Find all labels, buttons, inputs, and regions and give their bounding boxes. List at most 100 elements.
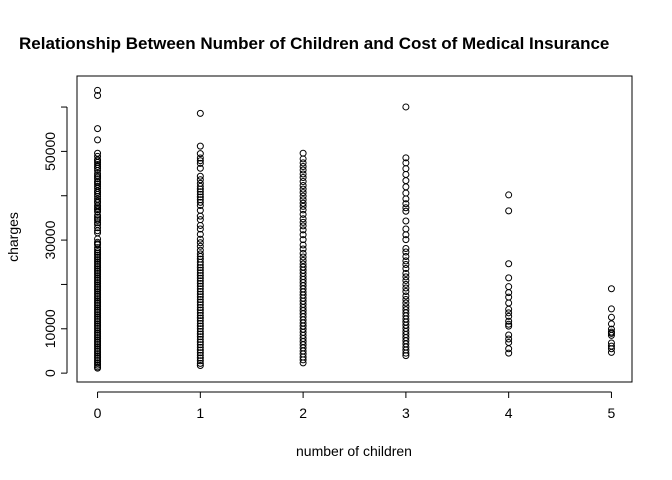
data-point (196, 164, 204, 172)
data-point (607, 313, 615, 321)
data-point (196, 266, 204, 274)
chart-title: Relationship Between Number of Children … (19, 34, 609, 53)
x-tick-label: 3 (402, 405, 410, 421)
data-point (299, 202, 307, 210)
x-axis: 0 1 2 3 4 5 (94, 391, 616, 421)
data-point (299, 199, 307, 207)
data-point (607, 345, 615, 353)
data-point (402, 236, 410, 244)
data-point (196, 357, 204, 365)
data-point (196, 250, 204, 258)
x-axis-label: number of children (296, 443, 412, 459)
data-point (196, 277, 204, 285)
data-point (196, 198, 204, 206)
data-point (94, 224, 102, 232)
data-point (505, 274, 513, 282)
data-point (505, 331, 513, 339)
data-point (505, 207, 513, 215)
data-point (94, 246, 102, 254)
data-point (299, 166, 307, 174)
data-point (196, 216, 204, 224)
data-point (196, 335, 204, 343)
data-point (196, 172, 204, 180)
data-point (402, 245, 410, 253)
data-point (299, 185, 307, 193)
data-point (505, 289, 513, 297)
data-point (196, 193, 204, 201)
data-point (299, 249, 307, 257)
data-point (94, 136, 102, 144)
data-point (94, 227, 102, 235)
data-point (299, 253, 307, 261)
data-point (299, 170, 307, 178)
data-point (299, 182, 307, 190)
data-point (402, 248, 410, 256)
data-point (402, 296, 410, 304)
data-point (196, 188, 204, 196)
data-point (196, 150, 204, 158)
data-point (607, 285, 615, 293)
data-point (505, 339, 513, 347)
data-point (196, 343, 204, 351)
data-point (299, 162, 307, 170)
data-point (196, 346, 204, 354)
x-tick-label: 1 (196, 405, 204, 421)
data-point (505, 335, 513, 343)
data-point (94, 241, 102, 249)
data-point (196, 142, 204, 150)
data-point (402, 284, 410, 292)
data-point (94, 216, 102, 224)
y-tick-label: 10000 (42, 309, 58, 348)
data-point (299, 359, 307, 367)
data-point (402, 204, 410, 212)
data-point (196, 269, 204, 277)
data-point (94, 191, 102, 199)
data-point (402, 183, 410, 191)
data-point (402, 292, 410, 300)
data-point (402, 189, 410, 197)
data-point (299, 222, 307, 230)
data-point (196, 274, 204, 282)
data-point (196, 293, 204, 301)
data-point (196, 159, 204, 167)
data-point (94, 92, 102, 100)
data-point (505, 283, 513, 291)
data-point (505, 345, 513, 353)
data-point (402, 260, 410, 268)
data-point (505, 260, 513, 268)
data-point (505, 322, 513, 330)
data-point (196, 327, 204, 335)
data-point (196, 322, 204, 330)
data-point (505, 309, 513, 317)
data-point (402, 225, 410, 233)
data-point (402, 195, 410, 203)
data-point (196, 351, 204, 359)
data-point (196, 309, 204, 317)
data-point (299, 206, 307, 214)
data-point (196, 280, 204, 288)
data-point (196, 212, 204, 220)
data-point (196, 296, 204, 304)
data-point (402, 264, 410, 272)
data-point (402, 269, 410, 277)
data-point (94, 170, 102, 178)
data-point (299, 189, 307, 197)
data-point (299, 174, 307, 182)
data-point (299, 356, 307, 364)
data-points (94, 86, 615, 372)
data-point (299, 210, 307, 218)
data-point (196, 314, 204, 322)
data-point (94, 211, 102, 219)
data-point (196, 290, 204, 298)
data-point (402, 299, 410, 307)
data-point (196, 333, 204, 341)
data-point (196, 225, 204, 233)
data-point (402, 280, 410, 288)
data-point (505, 293, 513, 301)
data-point (196, 258, 204, 266)
data-point (299, 241, 307, 249)
data-point (505, 312, 513, 320)
data-point (196, 239, 204, 247)
data-point (299, 218, 307, 226)
data-point (402, 217, 410, 225)
